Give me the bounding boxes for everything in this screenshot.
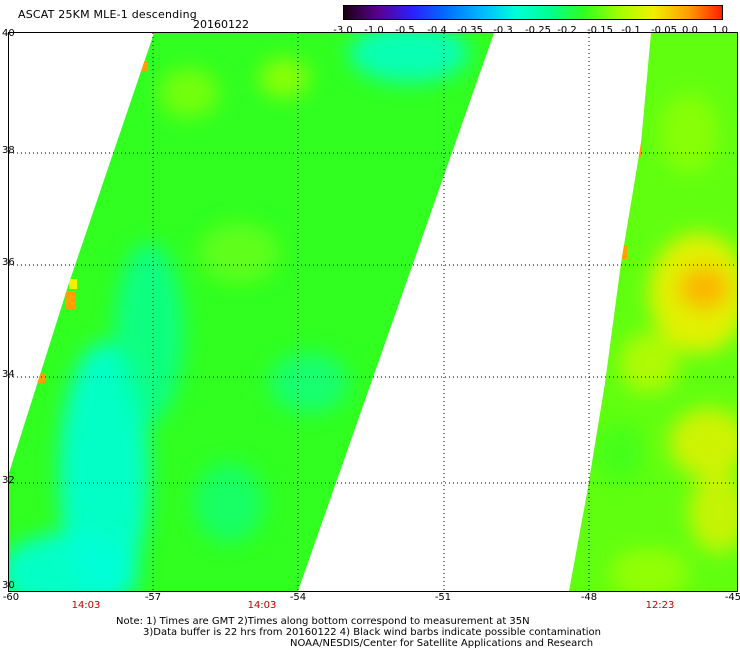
colorbar-tick: -0.3 bbox=[493, 25, 513, 36]
lon-label: -45 bbox=[724, 592, 740, 603]
swath-map bbox=[8, 32, 738, 592]
pass-time-label: 14:03 bbox=[247, 600, 277, 611]
lat-label: 30 bbox=[2, 580, 15, 591]
lon-label: -48 bbox=[580, 592, 598, 603]
colorbar-tick: -0.5 bbox=[395, 25, 415, 36]
lon-label: -51 bbox=[434, 592, 452, 603]
colorbar-tick: -0.35 bbox=[457, 25, 483, 36]
colorbar-tick: -0.4 bbox=[427, 25, 447, 36]
colorbar-tick: -0.15 bbox=[587, 25, 613, 36]
note-line-1: Note: 1) Times are GMT 2)Times along bot… bbox=[116, 616, 530, 627]
lon-label: -57 bbox=[144, 592, 162, 603]
lat-label: 34 bbox=[2, 369, 15, 380]
pass-time-label: 12:23 bbox=[645, 600, 675, 611]
map-title: ASCAT 25KM MLE-1 descending bbox=[18, 8, 197, 21]
colorbar-tick: -0.25 bbox=[525, 25, 551, 36]
colorbar-tick: -0.05 bbox=[651, 25, 677, 36]
note-line-3: NOAA/NESDIS/Center for Satellite Applica… bbox=[290, 638, 594, 649]
colorbar-tick: -0.1 bbox=[621, 25, 641, 36]
colorbar-tick: 1.0 bbox=[712, 25, 728, 36]
swath-svg bbox=[9, 33, 737, 591]
colorbar-tick: 0.0 bbox=[682, 25, 698, 36]
lat-label: 32 bbox=[2, 475, 15, 486]
map-date: 20160122 bbox=[193, 18, 249, 31]
colorbar-tick: -3.0 bbox=[333, 25, 353, 36]
colorbar-tick: -1.0 bbox=[364, 25, 384, 36]
lat-label: 38 bbox=[2, 145, 15, 156]
colorbar-tick: -0.2 bbox=[557, 25, 577, 36]
pass-time-label: 14:03 bbox=[71, 600, 101, 611]
lon-label: -54 bbox=[289, 592, 307, 603]
note-line-2: 3)Data buffer is 22 hrs from 20160122 4)… bbox=[143, 627, 601, 638]
lat-label: 40 bbox=[2, 28, 15, 39]
graticule bbox=[9, 33, 737, 591]
lat-label: 36 bbox=[2, 257, 15, 268]
lon-label: -60 bbox=[2, 592, 20, 603]
colorbar bbox=[343, 5, 723, 20]
